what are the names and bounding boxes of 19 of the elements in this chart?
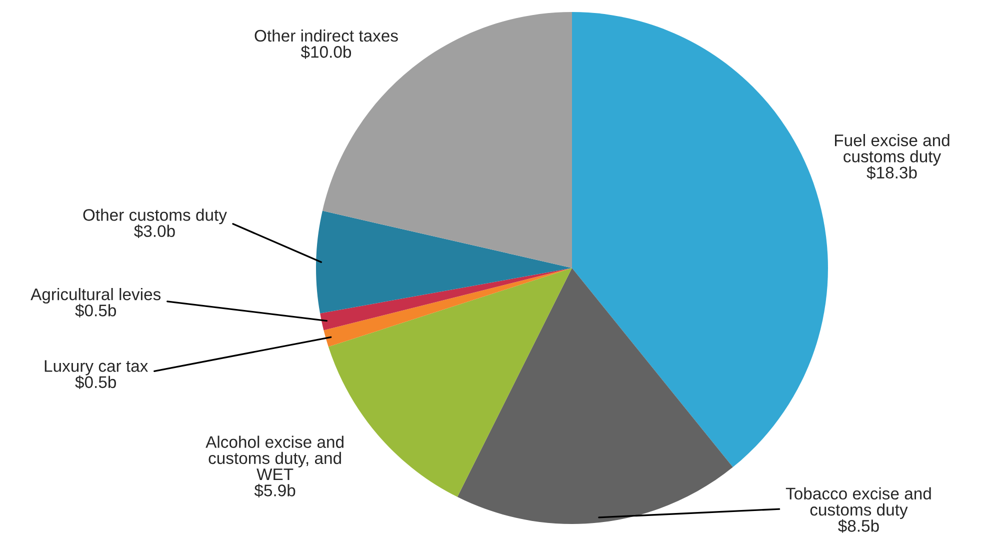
slice-label: Tobacco excise and customs duty [786, 487, 931, 519]
data-label: $5.9b [254, 484, 296, 498]
data-label: $0.5b [75, 304, 116, 318]
slice-label: Fuel excise and customs duty [835, 134, 950, 166]
slice-label: Alcohol excise and customs duty, and WET [206, 436, 344, 480]
pie-slice [320, 268, 572, 330]
pie-slice [324, 268, 572, 347]
data-label: $8.5b [838, 519, 879, 533]
pie-slice [457, 268, 733, 524]
pie-slice [316, 210, 572, 314]
data-label: $0.5b [75, 376, 116, 390]
pie-slice [572, 12, 828, 468]
slice-label: Luxury car tax [44, 360, 148, 376]
slice-label: Other indirect taxes [254, 29, 398, 42]
data-label: $3.0b [134, 224, 175, 238]
slice-label: Agricultural levies [30, 288, 161, 304]
data-label: $18.3b [866, 166, 917, 180]
data-label: $10.0b [300, 45, 352, 59]
slice-label: Other customs duty [83, 208, 227, 224]
